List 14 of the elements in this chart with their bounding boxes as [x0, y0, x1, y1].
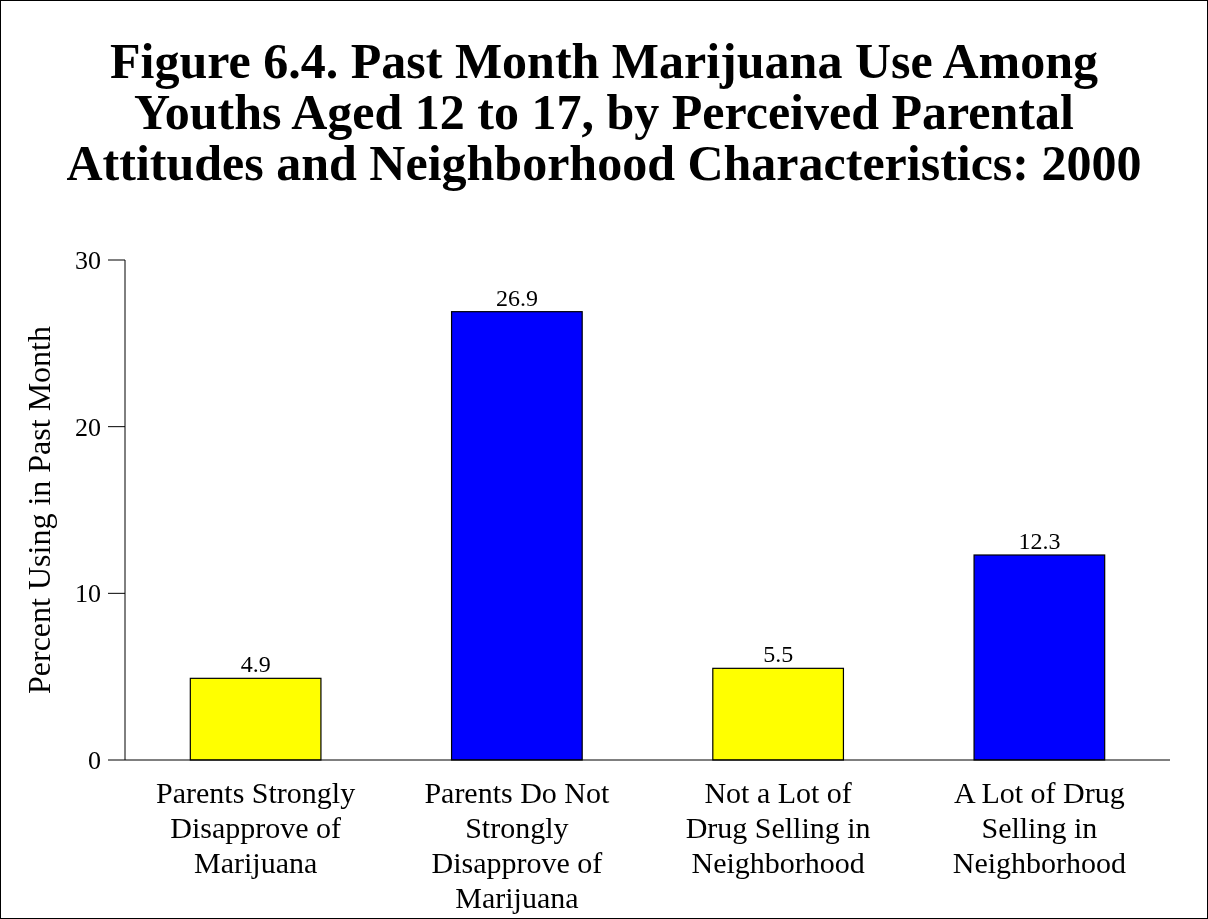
x-tick-label: Parents Do Not Strongly Disapprove of Marijuana: [424, 776, 611, 914]
x-tick-label: Parents Strongly Disapprove of Marijuana: [156, 776, 356, 879]
y-tick-label: 20: [75, 412, 101, 442]
chart-title: Figure 6.4. Past Month Marijuana Use Among Youths Aged 12 to 17, by Perceived Parental Attitudes and Neighborhood Characteristics: 2000: [66, 33, 1142, 191]
x-tick-label: A Lot of Drug Selling in Neighborhood: [952, 776, 1127, 879]
data-label: 12.3: [1018, 528, 1061, 554]
y-tick-label: 30: [75, 246, 101, 276]
y-axis-title: Percent Using in Past Month: [21, 326, 57, 694]
x-tick-label: Not a Lot of Drug Selling in Neighborhood: [685, 776, 871, 879]
y-tick-label: 10: [75, 579, 101, 609]
y-tick-label: 0: [88, 746, 101, 776]
data-label: 26.9: [495, 284, 538, 311]
data-label: 4.9: [240, 651, 271, 678]
data-label: 5.5: [763, 641, 794, 668]
